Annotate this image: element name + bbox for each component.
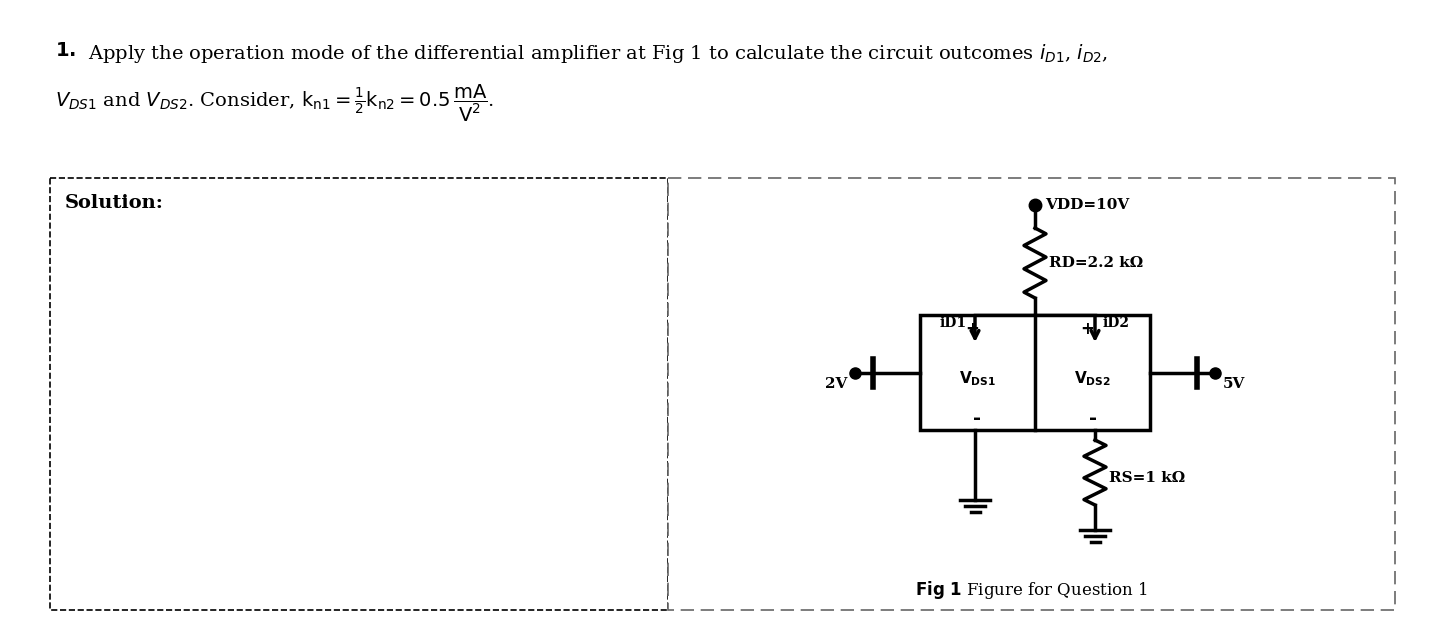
Text: iD2: iD2: [1103, 316, 1130, 330]
Bar: [50, 178, 668, 610]
Text: +: +: [966, 320, 979, 338]
Text: -: -: [1089, 408, 1096, 428]
Text: VDD=10V: VDD=10V: [1045, 198, 1129, 212]
Text: $\mathbf{1.}$: $\mathbf{1.}$: [55, 42, 76, 60]
Bar: [920, 315, 1151, 430]
Text: RD=2.2 kΩ: RD=2.2 kΩ: [1048, 256, 1143, 270]
Text: +: +: [1080, 320, 1094, 338]
Text: iD1: iD1: [940, 316, 968, 330]
Text: -: -: [973, 408, 982, 428]
Text: $V_{DS1}$ and $V_{DS2}$. Consider, $\mathrm{k_{n1}} = \frac{1}{2}\mathrm{k_{n2}}: $V_{DS1}$ and $V_{DS2}$. Consider, $\mat…: [55, 82, 494, 123]
Text: $\mathbf{V_{DS1}}$: $\mathbf{V_{DS1}}$: [959, 369, 996, 388]
Text: RS=1 kΩ: RS=1 kΩ: [1109, 471, 1185, 484]
Text: $\mathbf{V_{DS2}}$: $\mathbf{V_{DS2}}$: [1074, 369, 1112, 388]
Text: Solution:: Solution:: [65, 194, 164, 212]
Text: 5V: 5V: [1223, 377, 1246, 390]
Text: $\mathbf{Fig\ 1}$ Figure for Question 1: $\mathbf{Fig\ 1}$ Figure for Question 1: [914, 579, 1148, 601]
Text: Apply the operation mode of the differential amplifier at Fig 1 to calculate the: Apply the operation mode of the differen…: [88, 42, 1109, 65]
Bar: [668, 178, 1395, 610]
Text: 2V: 2V: [825, 377, 847, 390]
